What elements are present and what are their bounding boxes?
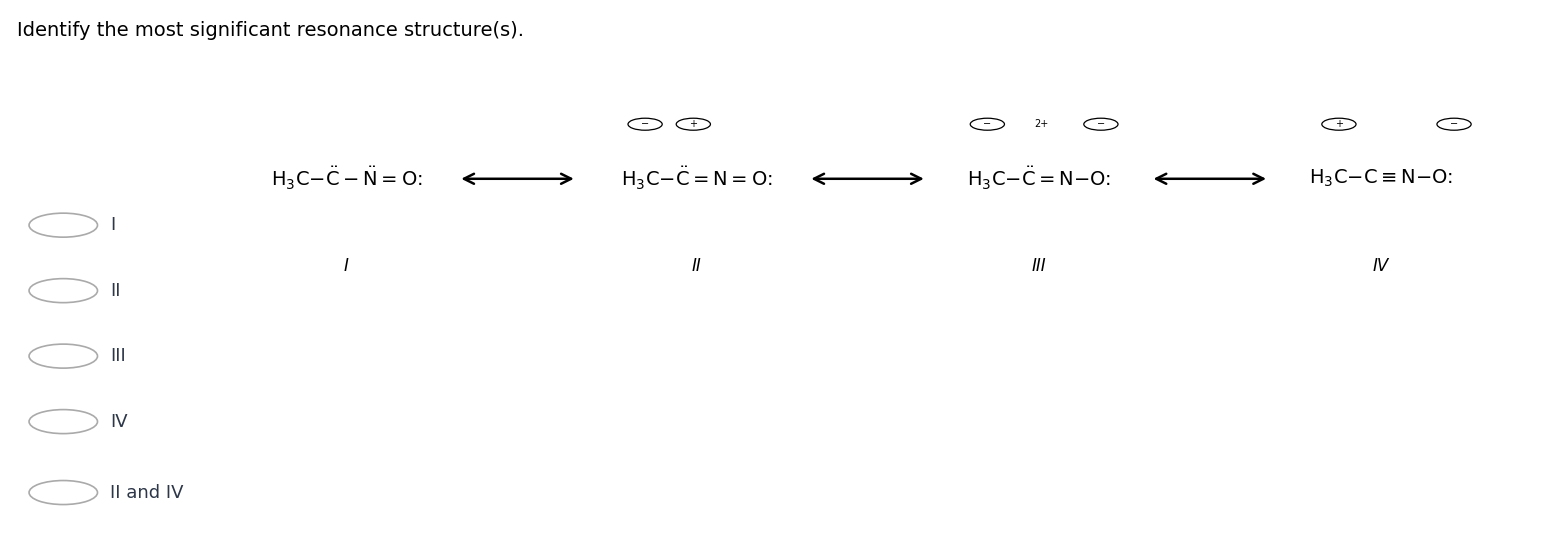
Text: H$_3$C$-\ddot{\rm C}-\ddot{\rm N}{=}$O$\colon$: H$_3$C$-\ddot{\rm C}-\ddot{\rm N}{=}$O$\…: [271, 165, 422, 192]
Text: IV: IV: [1373, 257, 1389, 275]
Text: IV: IV: [109, 413, 128, 430]
Text: II: II: [691, 257, 701, 275]
Text: −: −: [641, 119, 649, 129]
Text: +: +: [690, 119, 698, 129]
Text: III: III: [1031, 257, 1046, 275]
Text: +: +: [1336, 119, 1343, 129]
Text: −: −: [1450, 119, 1458, 129]
Text: 2+: 2+: [1035, 119, 1049, 129]
Text: I: I: [109, 216, 116, 234]
Text: I: I: [344, 257, 349, 275]
Text: III: III: [109, 347, 125, 365]
Text: II: II: [109, 281, 120, 300]
Text: Identify the most significant resonance structure(s).: Identify the most significant resonance …: [17, 20, 524, 39]
Text: −: −: [1096, 119, 1106, 129]
Text: −: −: [984, 119, 992, 129]
Text: II and IV: II and IV: [109, 484, 183, 501]
Text: H$_3$C$-$C$\equiv$N$-$O$\colon$: H$_3$C$-$C$\equiv$N$-$O$\colon$: [1309, 168, 1453, 189]
Text: H$_3$C$-\ddot{\rm C}{=}$N$-$O$\colon$: H$_3$C$-\ddot{\rm C}{=}$N$-$O$\colon$: [967, 165, 1110, 192]
Text: H$_3$C$-\ddot{\rm C}{=}$N$=$O$\colon$: H$_3$C$-\ddot{\rm C}{=}$N$=$O$\colon$: [621, 165, 773, 192]
